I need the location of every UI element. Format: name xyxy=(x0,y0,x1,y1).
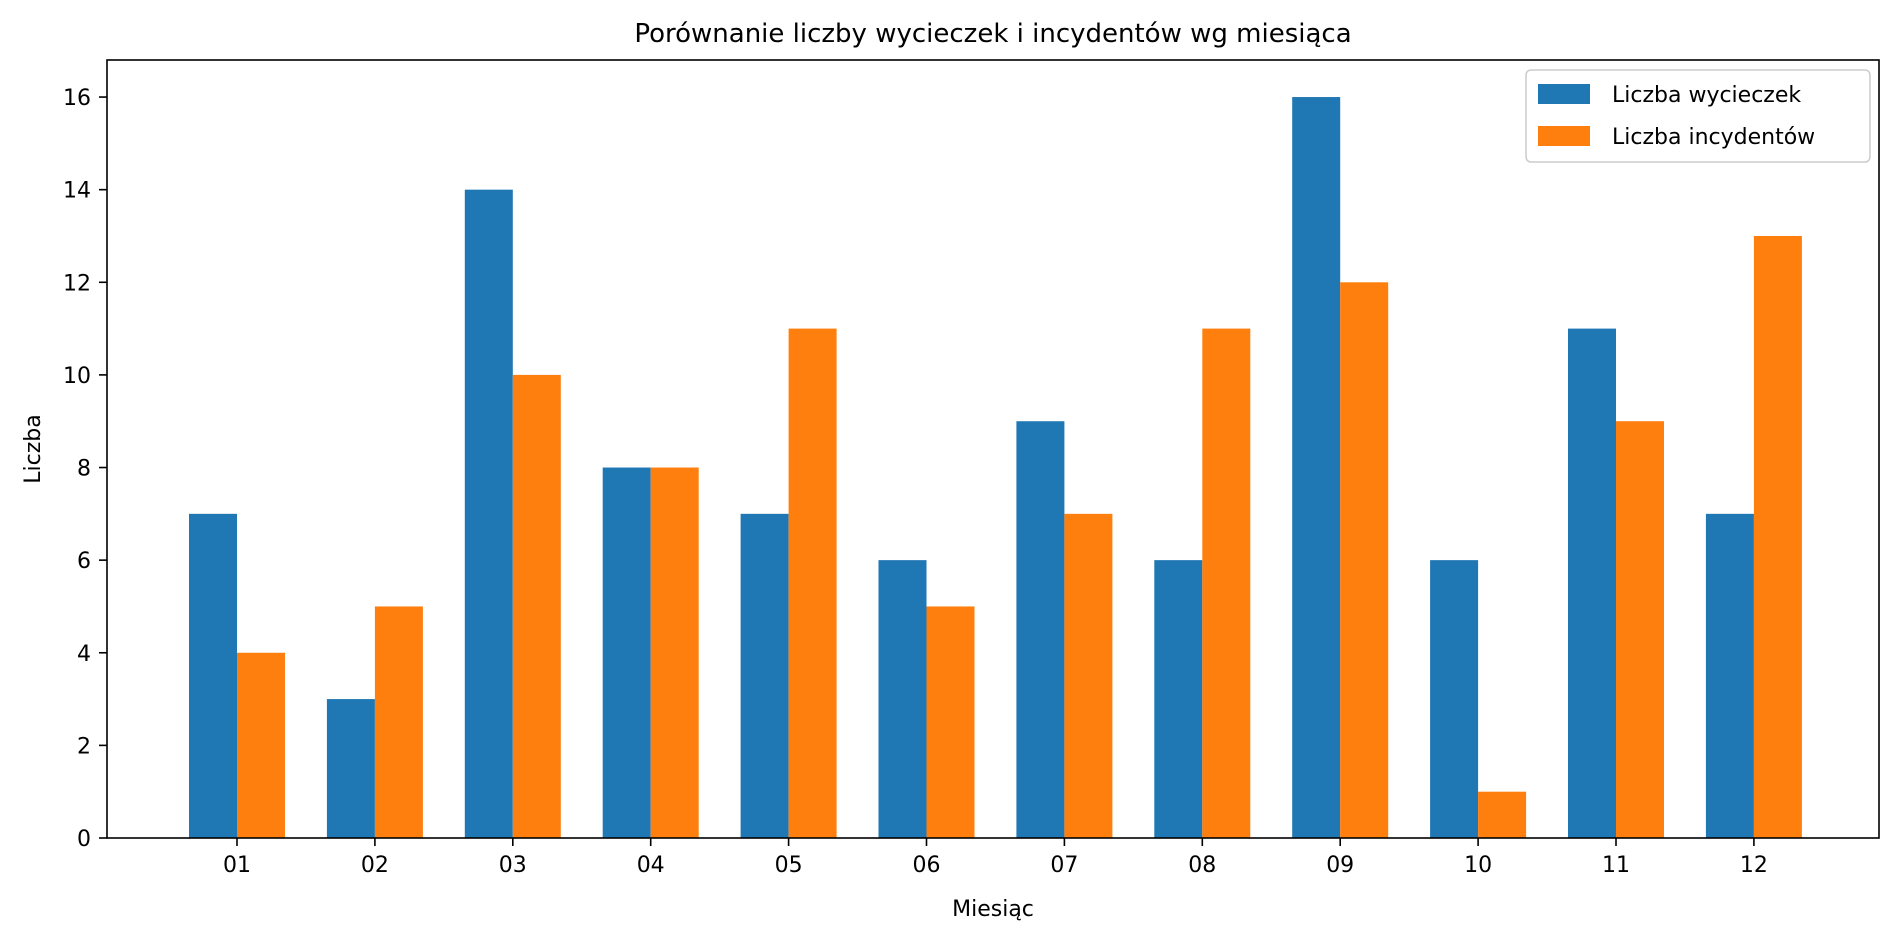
x-tick-label: 04 xyxy=(637,853,665,878)
y-tick-label: 14 xyxy=(63,179,91,204)
plot-frame xyxy=(106,59,1880,839)
bar-wycieczki-11 xyxy=(1568,328,1616,838)
x-axis-ticks: 01 02 03 04 05 06 07 08 09 10 11 12 xyxy=(223,838,1768,878)
chart-title: Porównanie liczby wycieczek i incydentów… xyxy=(634,19,1351,49)
bar-incydenty-09 xyxy=(1340,282,1389,838)
bar-wycieczki-09 xyxy=(1292,97,1341,839)
legend-swatch xyxy=(1538,126,1590,146)
bar-incydenty-05 xyxy=(788,328,837,838)
bar-incydenty-02 xyxy=(374,606,423,838)
bar-incydenty-07 xyxy=(1064,513,1113,838)
bar-wycieczki-10 xyxy=(1430,560,1479,838)
y-axis-ticks: 0 2 4 6 8 10 12 14 16 xyxy=(63,86,107,852)
x-tick-label: 06 xyxy=(913,853,941,878)
x-tick-label: 10 xyxy=(1464,853,1492,878)
x-tick-label: 01 xyxy=(223,853,251,878)
bars-group xyxy=(189,97,1802,839)
legend-label: Liczba wycieczek xyxy=(1612,83,1801,108)
legend-label: Liczba incydentów xyxy=(1612,125,1815,150)
y-axis-label: Liczba xyxy=(21,414,46,483)
legend: Liczba wycieczek Liczba incydentów xyxy=(1525,69,1871,163)
bar-wycieczki-07 xyxy=(1016,421,1065,838)
bar-incydenty-12 xyxy=(1753,235,1802,838)
y-tick-label: 16 xyxy=(63,86,91,111)
x-tick-label: 02 xyxy=(361,853,389,878)
x-tick-label: 09 xyxy=(1326,853,1354,878)
bar-wycieczki-01 xyxy=(189,513,237,838)
bar-incydenty-04 xyxy=(650,467,699,838)
legend-swatch xyxy=(1538,84,1590,104)
x-tick-label: 12 xyxy=(1740,853,1768,878)
x-tick-label: 08 xyxy=(1188,853,1216,878)
bar-incydenty-01 xyxy=(237,652,285,838)
bar-incydenty-11 xyxy=(1616,421,1664,838)
y-tick-label: 4 xyxy=(77,642,91,667)
bar-incydenty-10 xyxy=(1478,791,1527,838)
y-tick-label: 0 xyxy=(77,827,91,852)
x-axis-label: Miesiąc xyxy=(952,897,1034,922)
legend-box xyxy=(1525,69,1871,163)
y-tick-label: 8 xyxy=(77,457,91,482)
bar-wycieczki-08 xyxy=(1154,560,1203,838)
bar-incydenty-08 xyxy=(1202,328,1251,838)
bar-incydenty-03 xyxy=(512,374,561,838)
x-tick-label: 05 xyxy=(775,853,803,878)
bar-wycieczki-06 xyxy=(878,560,927,838)
bar-incydenty-06 xyxy=(926,606,975,838)
y-tick-label: 6 xyxy=(77,549,91,574)
bar-wycieczki-04 xyxy=(602,467,651,838)
x-tick-label: 07 xyxy=(1050,853,1078,878)
bar-wycieczki-03 xyxy=(464,189,513,838)
y-tick-label: 12 xyxy=(63,271,91,296)
x-tick-label: 11 xyxy=(1602,853,1630,878)
y-tick-label: 10 xyxy=(63,364,91,389)
bar-wycieczki-05 xyxy=(740,513,789,838)
bar-wycieczki-02 xyxy=(326,699,375,838)
y-tick-label: 2 xyxy=(77,734,91,759)
x-tick-label: 03 xyxy=(499,853,527,878)
bar-wycieczki-12 xyxy=(1705,513,1754,838)
